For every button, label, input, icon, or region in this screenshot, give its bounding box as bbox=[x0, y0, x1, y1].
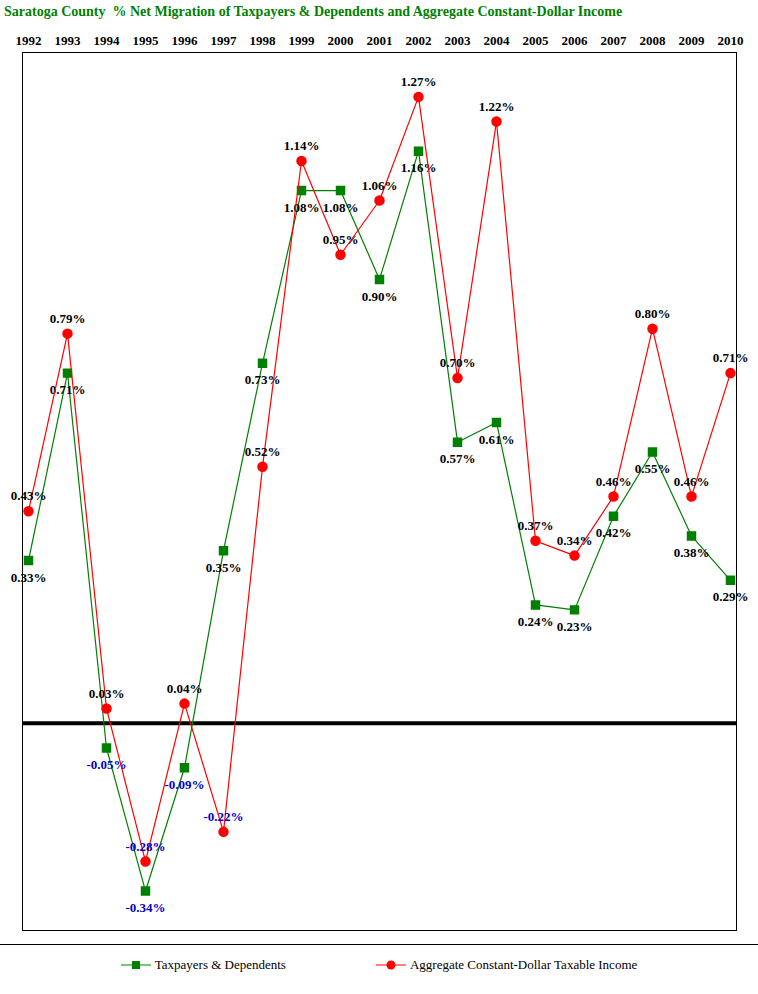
svg-text:0.73%: 0.73% bbox=[245, 372, 281, 387]
svg-text:1999: 1999 bbox=[289, 33, 316, 48]
svg-text:1995: 1995 bbox=[133, 33, 160, 48]
svg-text:2005: 2005 bbox=[523, 33, 550, 48]
svg-text:0.38%: 0.38% bbox=[674, 545, 710, 560]
svg-text:0.37%: 0.37% bbox=[518, 518, 554, 533]
svg-text:1992: 1992 bbox=[16, 33, 42, 48]
svg-text:1.22%: 1.22% bbox=[479, 99, 515, 114]
svg-text:2002: 2002 bbox=[406, 33, 432, 48]
svg-text:0.70%: 0.70% bbox=[440, 355, 476, 370]
svg-text:0.55%: 0.55% bbox=[635, 461, 671, 476]
svg-text:1.16%: 1.16% bbox=[401, 160, 437, 175]
svg-text:2000: 2000 bbox=[328, 33, 354, 48]
svg-text:1994: 1994 bbox=[94, 33, 121, 48]
svg-text:0.42%: 0.42% bbox=[596, 525, 632, 540]
svg-text:0.95%: 0.95% bbox=[323, 232, 359, 247]
svg-text:-0.22%: -0.22% bbox=[203, 809, 243, 824]
svg-text:0.23%: 0.23% bbox=[557, 619, 593, 634]
svg-text:0.35%: 0.35% bbox=[206, 560, 242, 575]
svg-text:1998: 1998 bbox=[250, 33, 277, 48]
svg-text:2009: 2009 bbox=[679, 33, 706, 48]
svg-text:-0.28%: -0.28% bbox=[125, 839, 165, 854]
svg-text:0.57%: 0.57% bbox=[440, 451, 476, 466]
svg-text:1.06%: 1.06% bbox=[362, 178, 398, 193]
svg-text:-0.05%: -0.05% bbox=[86, 757, 127, 773]
svg-text:0.04%: 0.04% bbox=[167, 681, 203, 696]
svg-text:0.24%: 0.24% bbox=[518, 614, 554, 629]
svg-text:0.46%: 0.46% bbox=[674, 474, 710, 489]
svg-text:2010: 2010 bbox=[718, 33, 744, 48]
svg-text:-0.09%: -0.09% bbox=[164, 777, 204, 792]
svg-text:0.52%: 0.52% bbox=[245, 444, 281, 459]
svg-text:0.46%: 0.46% bbox=[596, 474, 632, 489]
svg-text:0.03%: 0.03% bbox=[89, 686, 125, 701]
svg-text:1993: 1993 bbox=[55, 33, 82, 48]
svg-text:2003: 2003 bbox=[445, 33, 472, 48]
svg-text:0.61%: 0.61% bbox=[479, 432, 515, 447]
svg-text:0.33%: 0.33% bbox=[11, 570, 47, 585]
svg-text:0.71%: 0.71% bbox=[713, 350, 749, 365]
svg-text:2007: 2007 bbox=[601, 33, 628, 48]
svg-text:0.80%: 0.80% bbox=[635, 306, 671, 321]
html-text:Taxpayers & Dependents: Taxpayers & Dependents bbox=[154, 957, 286, 972]
svg-text:0.34%: 0.34% bbox=[557, 533, 593, 548]
svg-text:1.08%: 1.08% bbox=[284, 200, 320, 215]
svg-text:-0.34%: -0.34% bbox=[125, 900, 165, 915]
svg-text:0.79%: 0.79% bbox=[50, 311, 86, 326]
svg-text:1.14%: 1.14% bbox=[284, 138, 320, 153]
svg-text:2004: 2004 bbox=[484, 33, 511, 48]
html-text:Aggregate Constant-Dollar Taxa: Aggregate Constant-Dollar Taxable Income bbox=[409, 957, 638, 972]
svg-text:2008: 2008 bbox=[640, 33, 667, 48]
svg-text:0.90%: 0.90% bbox=[362, 289, 398, 304]
svg-text:2006: 2006 bbox=[562, 33, 589, 48]
svg-text:1.08%: 1.08% bbox=[323, 200, 359, 215]
svg-text:1.27%: 1.27% bbox=[401, 74, 437, 89]
html-text:Saratoga County % Net Migratio: Saratoga County % Net Migration of Taxpa… bbox=[4, 4, 623, 19]
svg-text:0.43%: 0.43% bbox=[11, 488, 47, 503]
svg-text:1996: 1996 bbox=[172, 33, 199, 48]
svg-text:2001: 2001 bbox=[367, 33, 393, 48]
svg-text:1997: 1997 bbox=[211, 33, 238, 48]
svg-text:0.29%: 0.29% bbox=[713, 589, 749, 604]
svg-text:0.71%: 0.71% bbox=[49, 382, 86, 398]
